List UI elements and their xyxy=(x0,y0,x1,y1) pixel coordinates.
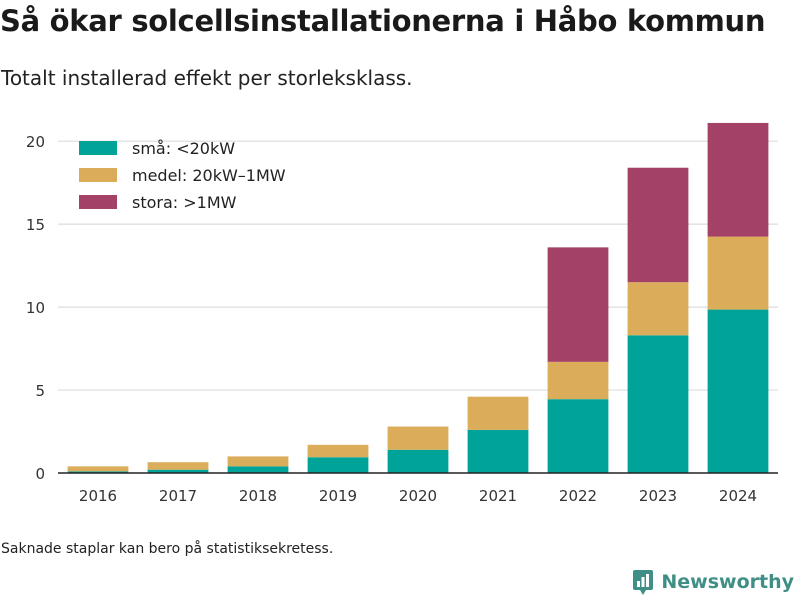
bar-segment xyxy=(67,466,129,472)
legend-label: stora: >1MW xyxy=(132,193,237,212)
bar-segment xyxy=(147,462,209,470)
brand-name: Newsworthy xyxy=(661,571,794,593)
y-tick-label: 10 xyxy=(26,299,45,317)
bar-segment xyxy=(547,247,609,362)
x-tick-label: 2024 xyxy=(719,487,757,505)
legend-swatch xyxy=(79,141,117,155)
y-tick-label: 5 xyxy=(35,382,45,400)
bar-segment xyxy=(627,167,689,283)
y-tick-label: 15 xyxy=(26,216,45,234)
x-tick-label: 2017 xyxy=(159,487,197,505)
legend-swatch xyxy=(79,195,117,209)
x-tick-label: 2019 xyxy=(319,487,357,505)
y-tick-label: 20 xyxy=(26,133,45,151)
x-tick-label: 2022 xyxy=(559,487,597,505)
bar-segment xyxy=(627,335,689,473)
chart-subtitle: Totalt installerad effekt per storlekskl… xyxy=(1,66,413,90)
bar-segment xyxy=(307,444,369,458)
bar-segment xyxy=(707,122,769,237)
x-tick-label: 2020 xyxy=(399,487,437,505)
bar-segment xyxy=(67,471,129,473)
legend-label: små: <20kW xyxy=(132,139,235,158)
bar-segment xyxy=(147,469,209,473)
bar-segment xyxy=(307,457,369,473)
brand: Newsworthy xyxy=(631,568,794,596)
bar-segment xyxy=(467,396,529,430)
bar-segment xyxy=(387,426,449,450)
bar-segment xyxy=(227,456,289,467)
legend-swatch xyxy=(79,168,117,182)
bar-segment xyxy=(387,449,449,473)
footnote: Saknade staplar kan bero på statistiksek… xyxy=(1,541,334,557)
x-tick-label: 2018 xyxy=(239,487,277,505)
legend-label: medel: 20kW–1MW xyxy=(132,166,286,185)
chart-title: Så ökar solcellsinstallationerna i Håbo … xyxy=(0,4,766,38)
x-tick-label: 2023 xyxy=(639,487,677,505)
y-tick-label: 0 xyxy=(35,465,45,483)
bar-segment xyxy=(547,361,609,400)
newsworthy-logo-icon xyxy=(633,570,654,595)
x-tick-label: 2021 xyxy=(479,487,517,505)
bar-segment xyxy=(707,236,769,310)
axes: 0 5 10 15 20 2016 2017 2018 2019 2020 2021 2022 2023… xyxy=(26,133,778,505)
bar-segment xyxy=(627,282,689,336)
x-tick-label: 2016 xyxy=(79,487,117,505)
bar-segment xyxy=(467,429,529,473)
legend: små: <20kW medel: 20kW–1MW stora: >1MW xyxy=(79,139,286,212)
bars xyxy=(67,122,769,473)
bar-segment xyxy=(547,399,609,473)
bar-segment xyxy=(227,466,289,473)
bar-segment xyxy=(707,309,769,473)
